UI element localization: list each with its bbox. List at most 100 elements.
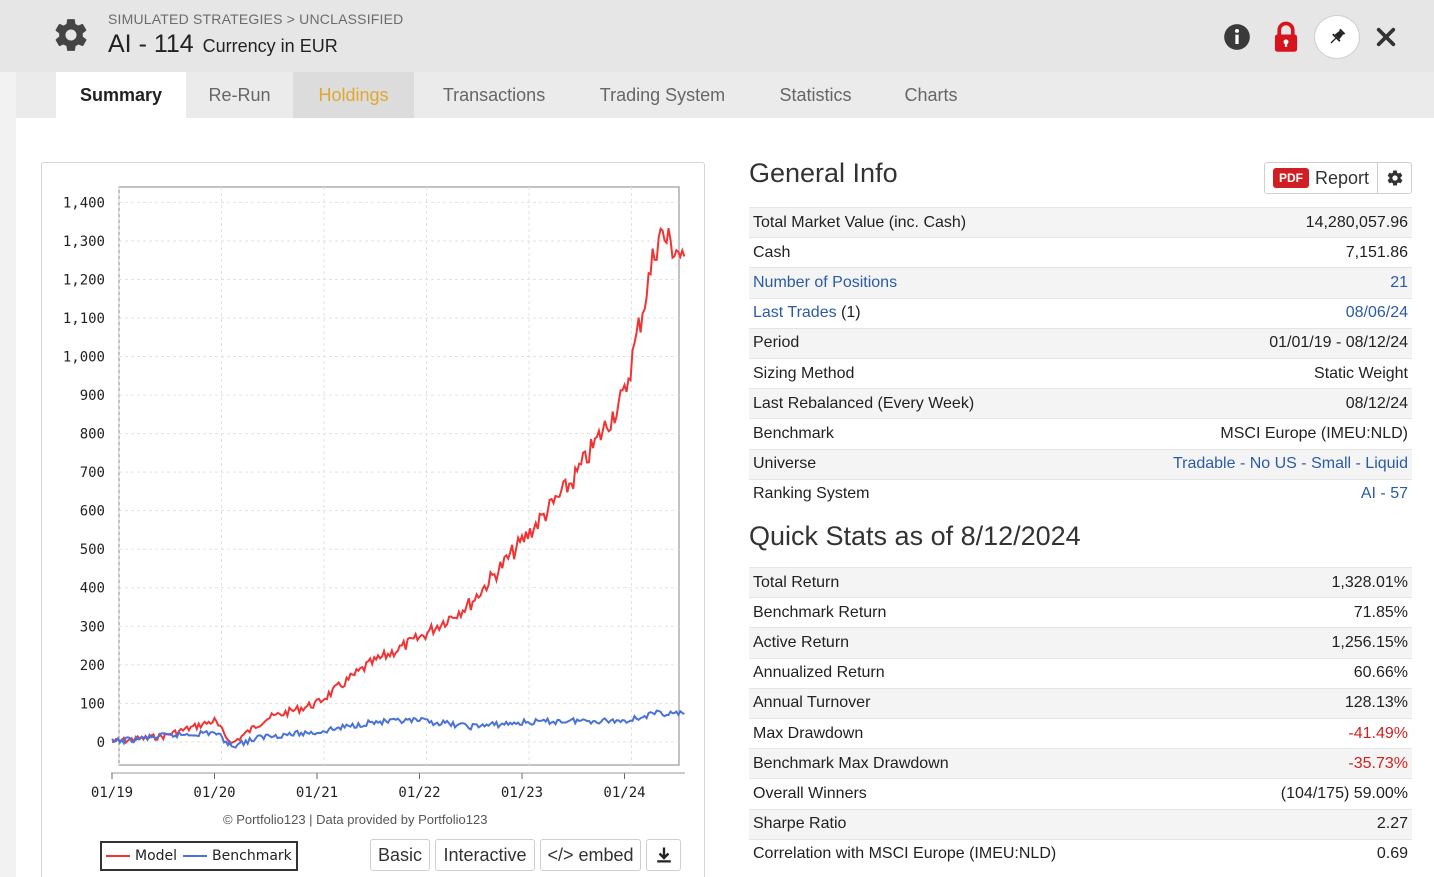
row-label: Overall Winners [753, 784, 867, 802]
strategy-name: AI - 114 [108, 30, 194, 58]
pdf-badge: PDF [1273, 168, 1309, 188]
last-trades-link[interactable]: Last Trades [753, 304, 837, 322]
report-settings-button[interactable] [1377, 163, 1411, 193]
row-value: MSCI Europe (IMEU:NLD) [1220, 424, 1408, 442]
row-label: Benchmark [753, 424, 834, 442]
ranking-system-link[interactable]: AI - 57 [1360, 485, 1408, 503]
tab-summary[interactable]: Summary [56, 72, 186, 118]
number-of-positions-value-link[interactable]: 21 [1390, 273, 1408, 291]
table-row: Correlation with MSCI Europe (IMEU:NLD) … [749, 838, 1412, 869]
legend-item-benchmark[interactable]: Benchmark [183, 848, 292, 864]
row-value: -35.73% [1348, 754, 1408, 772]
universe-link[interactable]: Tradable - No US - Small - Liquid [1172, 455, 1408, 473]
basic-chart-button[interactable]: Basic [370, 839, 430, 871]
y-tick-label: 1,000 [63, 350, 105, 366]
row-value: 0.69 [1376, 845, 1408, 863]
legend-label-benchmark: Benchmark [212, 848, 292, 864]
row-value: 01/01/19 - 08/12/24 [1269, 334, 1408, 352]
general-info-table: Total Market Value (inc. Cash) 14,280,05… [749, 207, 1412, 509]
table-row: Annual Turnover 128.13% [749, 687, 1412, 718]
top-bar: SIMULATED STRATEGIES > UNCLASSIFIED AI -… [0, 0, 1434, 72]
row-label: Sharpe Ratio [753, 815, 847, 833]
interactive-chart-button[interactable]: Interactive [435, 839, 535, 871]
legend-item-model[interactable]: Model [106, 848, 177, 864]
y-tick-label: 600 [80, 504, 105, 520]
chart-legend: Model Benchmark [100, 841, 298, 871]
chart-copyright: © Portfolio123 | Data provided by Portfo… [223, 812, 488, 827]
row-value: -41.49% [1348, 724, 1408, 742]
y-tick-label: 0 [97, 735, 105, 751]
lock-button[interactable] [1266, 17, 1306, 57]
row-value: 128.13% [1344, 694, 1408, 712]
y-tick-label: 400 [80, 581, 105, 597]
tab-charts[interactable]: Charts [904, 85, 958, 105]
last-trades-date-link[interactable]: 08/06/24 [1345, 304, 1408, 322]
general-info-title: General Info [749, 158, 898, 188]
table-row: Active Return 1,256.15% [749, 627, 1412, 658]
tab-re-run[interactable]: Re-Run [208, 85, 271, 105]
x-tick-label: 01/19 [91, 785, 133, 801]
row-value: 2.27 [1376, 815, 1408, 833]
y-tick-label: 800 [80, 427, 105, 443]
tab-trading-system[interactable]: Trading System [599, 85, 726, 105]
row-label: Active Return [753, 633, 850, 651]
table-row: Max Drawdown -41.49% [749, 717, 1412, 748]
gear-icon[interactable] [52, 16, 90, 54]
row-value: 08/12/24 [1345, 394, 1408, 412]
y-tick-label: 200 [80, 658, 105, 674]
row-label: Sizing Method [753, 364, 855, 382]
table-row: Overall Winners (104/175) 59.00% [749, 778, 1412, 808]
table-row: Annualized Return 60.66% [749, 657, 1412, 688]
info-button[interactable] [1217, 17, 1257, 57]
table-row: Cash 7,151.86 [749, 237, 1412, 267]
row-value: 71.85% [1353, 603, 1408, 621]
x-tick-label: 01/23 [501, 785, 543, 801]
table-row: Benchmark Max Drawdown -35.73% [749, 748, 1412, 779]
row-value: (104/175) 59.00% [1280, 784, 1408, 802]
row-label: Cash [753, 243, 791, 261]
tab-holdings[interactable]: Holdings [293, 72, 414, 118]
row-label: Total Return [753, 573, 840, 591]
number-of-positions-link[interactable]: Number of Positions [753, 273, 898, 291]
x-tick-label: 01/22 [398, 785, 440, 801]
pin-button[interactable] [1314, 15, 1360, 59]
row-value: 1,256.15% [1331, 633, 1408, 651]
table-row: Universe Tradable - No US - Small - Liqu… [749, 448, 1412, 479]
legend-label-model: Model [135, 848, 178, 864]
row-label: Annualized Return [753, 664, 885, 682]
y-tick-label: 100 [80, 696, 105, 712]
last-trades-count: (1) [836, 304, 861, 322]
close-button[interactable] [1366, 17, 1406, 57]
quick-stats-table: Total Return 1,328.01% Benchmark Return … [749, 567, 1412, 869]
tab-transactions[interactable]: Transactions [442, 85, 546, 105]
row-label: Last Rebalanced (Every Week) [753, 394, 975, 412]
row-label: Ranking System [753, 485, 870, 503]
table-row: Number of Positions 21 [749, 267, 1412, 298]
row-label: Annual Turnover [753, 694, 871, 712]
row-label: Correlation with MSCI Europe (IMEU:NLD) [753, 845, 1057, 863]
y-tick-label: 900 [80, 388, 105, 404]
row-label: Benchmark Return [753, 603, 887, 621]
y-tick-label: 1,200 [63, 272, 105, 288]
performance-chart[interactable]: 1,400 1,300 1,200 1,100 1,000 900 800 700 600 500… [41, 162, 705, 802]
download-icon [656, 847, 671, 863]
embed-button[interactable]: </> embed [540, 839, 641, 871]
currency-label: Currency in EUR [202, 36, 338, 56]
tab-statistics[interactable]: Statistics [779, 85, 852, 105]
row-label: Max Drawdown [753, 724, 864, 742]
row-label: Last Trades (1) [753, 304, 861, 322]
row-value: Static Weight [1314, 364, 1408, 382]
row-value: 14,280,057.96 [1305, 213, 1408, 231]
table-row: Last Rebalanced (Every Week) 08/12/24 [749, 388, 1412, 419]
row-label: Universe [753, 455, 817, 473]
lock-icon [1274, 21, 1298, 52]
x-tick-label: 01/24 [603, 785, 645, 801]
y-tick-label: 700 [80, 465, 105, 481]
plot-area [118, 186, 680, 766]
table-row: Benchmark MSCI Europe (IMEU:NLD) [749, 418, 1412, 448]
row-value: 1,328.01% [1331, 573, 1408, 591]
pin-icon [1330, 28, 1346, 44]
pdf-report-button[interactable]: PDF Report [1264, 162, 1412, 194]
download-button[interactable] [646, 839, 681, 871]
table-row: Sharpe Ratio 2.27 [749, 808, 1412, 839]
